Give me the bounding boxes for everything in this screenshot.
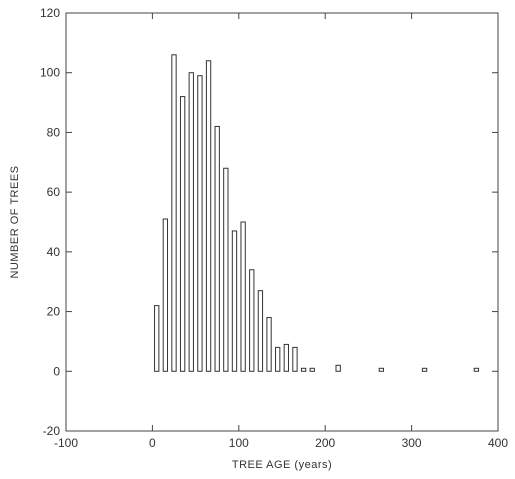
x-tick-label: 100	[229, 436, 249, 450]
bar	[275, 346, 281, 372]
y-tick-label: 20	[47, 305, 61, 319]
y-tick-label: 60	[47, 185, 61, 199]
x-tick-label: 400	[488, 436, 508, 450]
x-axis: -100 0 100 200 300 400	[54, 13, 508, 450]
x-tick-label: -100	[54, 436, 78, 450]
bar	[421, 367, 428, 372]
y-axis: -20 0 20 40 60 80 100 120	[40, 6, 498, 438]
bar	[231, 230, 238, 372]
y-tick-label: 120	[40, 6, 60, 20]
bar	[335, 364, 341, 372]
y-axis-title: NUMBER OF TREES	[9, 165, 21, 278]
bar	[154, 305, 160, 372]
x-axis-title: TREE AGE (years)	[232, 459, 332, 471]
plot-frame	[65, 12, 499, 432]
bar	[188, 72, 194, 372]
bar	[223, 167, 229, 372]
bar	[240, 221, 246, 372]
bar	[171, 54, 177, 372]
bar	[292, 346, 298, 372]
bar	[205, 60, 212, 372]
bar	[179, 96, 186, 372]
x-tick-label: 300	[402, 436, 422, 450]
y-tick-label: -20	[43, 424, 61, 438]
bar	[214, 125, 220, 372]
y-tick-label: 40	[47, 245, 61, 259]
x-tick-label: 0	[149, 436, 156, 450]
bar	[473, 367, 480, 372]
bars	[154, 54, 480, 372]
y-tick-label: 0	[53, 364, 60, 378]
y-tick-label: 100	[40, 66, 60, 80]
bar	[309, 367, 315, 372]
x-tick-label: 200	[315, 436, 335, 450]
bar	[162, 218, 169, 372]
bar	[300, 367, 307, 372]
bar	[249, 269, 255, 372]
bar	[257, 290, 264, 372]
bar	[197, 75, 203, 372]
bar	[378, 367, 385, 372]
bar	[266, 317, 272, 372]
bar	[283, 343, 289, 372]
y-tick-label: 80	[47, 125, 61, 139]
